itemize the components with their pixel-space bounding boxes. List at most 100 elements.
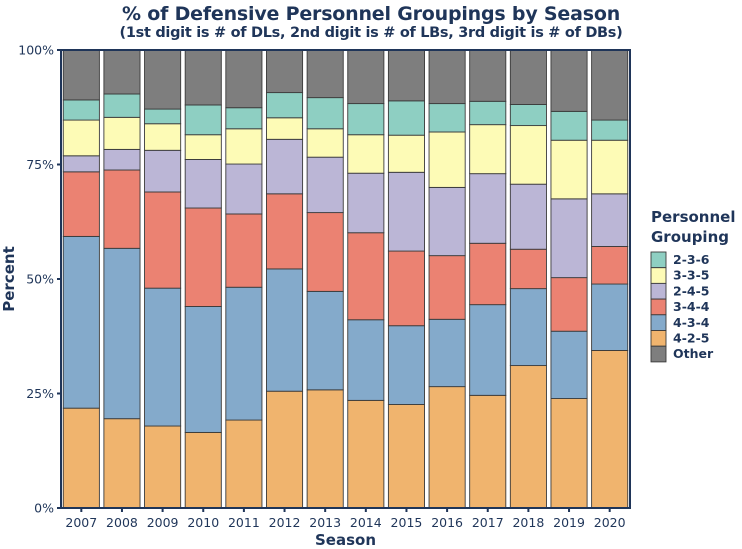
x-tick-label: 2009 — [147, 515, 179, 530]
x-tick-label: 2017 — [472, 515, 504, 530]
legend-swatch-3-3-5 — [650, 267, 667, 284]
bar-segment-2017-3-3-5 — [469, 124, 507, 175]
bar-segment-2015-4-3-4 — [387, 325, 425, 405]
y-tick-label: 100% — [18, 43, 54, 58]
bar-segment-2011-4-3-4 — [225, 286, 263, 421]
bar-segment-2015-2-4-5 — [387, 171, 425, 252]
bar-segment-2020-3-4-4 — [591, 246, 629, 285]
bar-segment-2020-2-3-6 — [591, 119, 629, 141]
bar-segment-2007-2-4-5 — [62, 155, 100, 173]
x-tick-label: 2010 — [187, 515, 219, 530]
bar-segment-2015-2-3-6 — [387, 100, 425, 136]
bar-segment-2015-3-4-4 — [387, 250, 425, 327]
bar-segment-2019-4-2-5 — [550, 398, 588, 509]
x-tick-label: 2015 — [391, 515, 423, 530]
y-tick-label: 25% — [26, 386, 54, 401]
bar-segment-2012-3-3-5 — [266, 117, 304, 140]
bar-segment-2008-4-3-4 — [103, 247, 141, 420]
y-axis-title: Percent — [0, 246, 18, 311]
bar-segment-2008-other — [103, 49, 141, 95]
bar-segment-2008-2-3-6 — [103, 93, 141, 118]
y-tick-label: 75% — [26, 157, 54, 172]
bar-segment-2016-2-3-6 — [428, 103, 466, 133]
bar-segment-2019-other — [550, 49, 588, 112]
bar-segment-2007-3-3-5 — [62, 119, 100, 157]
bar-segment-2007-4-3-4 — [62, 235, 100, 409]
legend-swatch-3-4-4 — [650, 298, 667, 316]
bar-segment-2009-2-4-5 — [144, 149, 182, 193]
x-tick-label: 2018 — [512, 515, 544, 530]
bar-segment-2018-2-3-6 — [509, 104, 547, 127]
bar-segment-2019-3-4-4 — [550, 277, 588, 332]
legend-title-line2: Grouping — [651, 228, 729, 246]
x-tick-label: 2013 — [309, 515, 341, 530]
bar-segment-2011-3-3-5 — [225, 128, 263, 165]
bar-segment-2013-other — [306, 49, 344, 99]
bar-segment-2009-other — [144, 49, 182, 110]
legend-swatch-2-3-6 — [650, 251, 667, 269]
bar-segment-2012-2-4-5 — [266, 138, 304, 195]
bar-segment-2019-2-3-6 — [550, 110, 588, 141]
x-axis-title: Season — [315, 531, 376, 549]
bar-segment-2014-3-4-4 — [347, 232, 385, 321]
legend-label-3-3-5: 3-3-5 — [673, 268, 709, 283]
bar-segment-2014-4-2-5 — [347, 399, 385, 509]
legend-label-3-4-4: 3-4-4 — [673, 299, 710, 314]
bar-segment-2007-4-2-5 — [62, 407, 100, 509]
bar-segment-2007-2-3-6 — [62, 99, 100, 121]
x-tick-label: 2014 — [350, 515, 382, 530]
bar-segment-2017-2-4-5 — [469, 173, 507, 244]
bar-segment-2014-other — [347, 49, 385, 105]
bar-segment-2010-4-3-4 — [184, 306, 222, 433]
bar-segment-2018-3-3-5 — [509, 125, 547, 185]
bar-segment-2012-other — [266, 49, 304, 94]
bar-segment-2019-3-3-5 — [550, 139, 588, 200]
x-tick-label: 2016 — [431, 515, 463, 530]
bar-segment-2016-4-2-5 — [428, 386, 466, 509]
bar-segment-2017-4-3-4 — [469, 304, 507, 396]
bar-segment-2011-2-4-5 — [225, 163, 263, 215]
bar-segment-2008-3-4-4 — [103, 169, 141, 249]
bar-segment-2016-2-4-5 — [428, 186, 466, 257]
bar-segment-2012-3-4-4 — [266, 193, 304, 270]
x-tick-label: 2008 — [106, 515, 138, 530]
bar-segment-2010-4-2-5 — [184, 431, 222, 509]
bar-segment-2010-2-4-5 — [184, 159, 222, 209]
bar-segment-2014-2-4-5 — [347, 172, 385, 234]
x-tick-label: 2019 — [553, 515, 585, 530]
bar-segment-2010-other — [184, 49, 222, 106]
bar-segment-2009-3-4-4 — [144, 191, 182, 289]
bar-segment-2009-3-3-5 — [144, 123, 182, 151]
legend-swatch-4-3-4 — [650, 314, 667, 331]
bar-segment-2015-3-3-5 — [387, 134, 425, 173]
legend-label-2-3-6: 2-3-6 — [673, 252, 710, 267]
bar-segment-2016-4-3-4 — [428, 318, 466, 388]
x-axis: 2007 2008 2009 2010 2011 2012 2013 2014 2015 2016… — [65, 508, 626, 530]
bar-segment-2018-4-3-4 — [509, 288, 547, 367]
bar-segment-2009-2-3-6 — [144, 108, 182, 125]
legend-swatch-2-4-5 — [650, 282, 667, 300]
bar-segment-2013-2-3-6 — [306, 97, 344, 130]
bar-segment-2012-2-3-6 — [266, 92, 304, 119]
bar-segment-2014-3-3-5 — [347, 134, 385, 174]
bar-segment-2016-3-4-4 — [428, 255, 466, 320]
bar-segment-2007-other — [62, 49, 100, 101]
x-tick-label: 2012 — [269, 515, 301, 530]
bar-segment-2018-2-4-5 — [509, 183, 547, 250]
bar-segment-2016-3-3-5 — [428, 131, 466, 188]
bar-segment-2008-4-2-5 — [103, 418, 141, 509]
bar-segment-2009-4-2-5 — [144, 425, 182, 509]
bar-segment-2020-other — [591, 49, 629, 121]
bar-segment-2020-4-2-5 — [591, 350, 629, 509]
bar-segment-2011-2-3-6 — [225, 107, 263, 130]
legend-swatch-other — [650, 345, 667, 363]
bar-segment-2009-4-3-4 — [144, 287, 182, 427]
y-tick-label: 50% — [26, 272, 54, 287]
bar-segment-2020-2-4-5 — [591, 193, 629, 247]
bar-segment-2008-2-4-5 — [103, 148, 141, 171]
bar-segment-2017-3-4-4 — [469, 242, 507, 306]
y-tick-label: 0% — [34, 501, 54, 516]
bar-segment-2010-3-3-5 — [184, 134, 222, 160]
bar-segment-2010-2-3-6 — [184, 104, 222, 136]
